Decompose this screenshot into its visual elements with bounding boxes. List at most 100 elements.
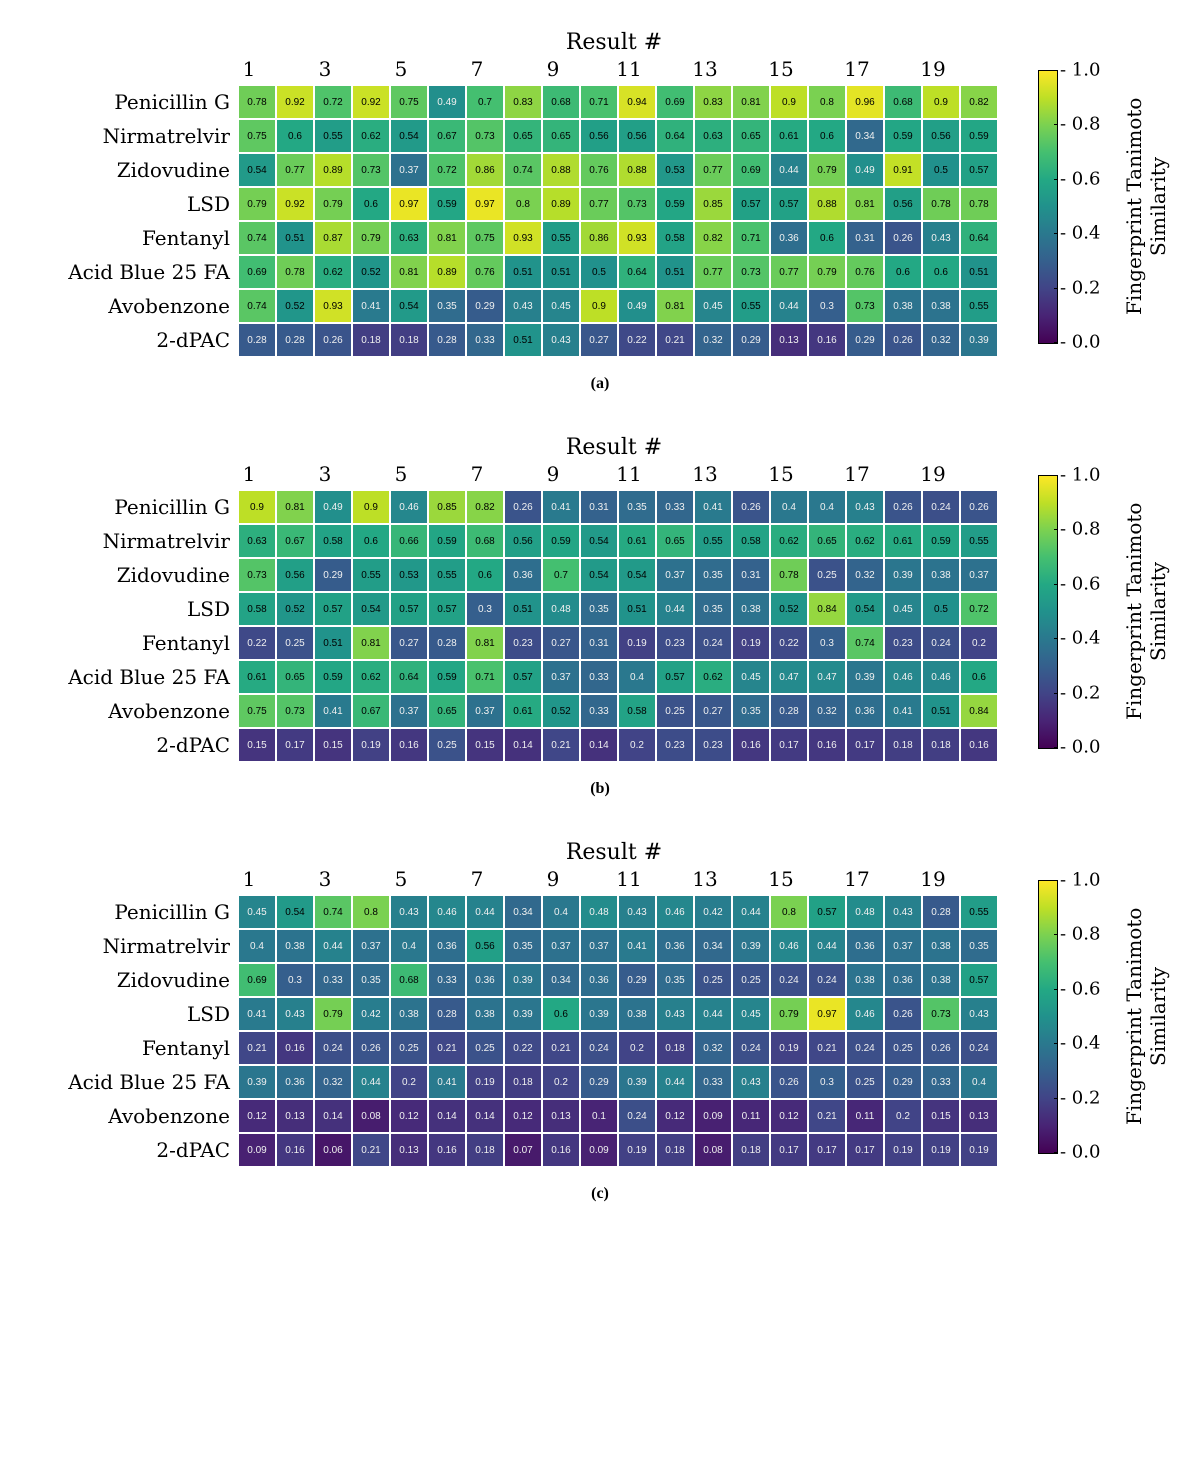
- heatmap-cell: 0.9: [239, 491, 275, 523]
- heatmap-cell: 0.55: [961, 525, 997, 557]
- heatmap-cell: 0.9: [581, 290, 617, 322]
- heatmap-cell: 0.67: [277, 525, 313, 557]
- heatmap-cell: 0.44: [695, 998, 731, 1030]
- x-tick: [344, 462, 382, 486]
- heatmap-cell: 0.25: [391, 1032, 427, 1064]
- heatmap-cell: 0.4: [619, 661, 655, 693]
- heatmap-cell: 0.18: [733, 1134, 769, 1166]
- heatmap-cell: 0.49: [619, 290, 655, 322]
- heatmap-cell: 0.73: [923, 998, 959, 1030]
- colorbar-tick-label: - 0.4: [1060, 223, 1100, 244]
- heatmap-cell: 0.73: [239, 559, 275, 591]
- x-tick: [800, 867, 838, 891]
- x-tick: [268, 462, 306, 486]
- colorbar: - 0.0- 0.2- 0.4- 0.6- 0.8- 1.0Fingerprin…: [1038, 880, 1170, 1152]
- heatmap-cell: 0.33: [581, 661, 617, 693]
- heatmap-cell: 0.43: [543, 324, 579, 356]
- heatmap-cell: 0.38: [923, 964, 959, 996]
- heatmap-cell: 0.13: [961, 1100, 997, 1132]
- heatmap-cell: 0.51: [923, 695, 959, 727]
- heatmap-cell: 0.55: [961, 896, 997, 928]
- x-tick: 5: [382, 867, 420, 891]
- heatmap-cell: 0.52: [771, 593, 807, 625]
- heatmap-cell: 0.89: [315, 154, 351, 186]
- y-tick-label: Acid Blue 25 FA: [50, 665, 238, 689]
- colorbar-tick-label: - 1.0: [1060, 870, 1100, 891]
- heatmap-cell: 0.6: [353, 188, 389, 220]
- heatmap-cell: 0.57: [505, 661, 541, 693]
- heatmap-cell: 0.37: [467, 695, 503, 727]
- heatmap-cell: 0.43: [733, 1066, 769, 1098]
- heatmap-cell: 0.36: [885, 964, 921, 996]
- heatmap-cell: 0.24: [923, 627, 959, 659]
- heatmap-cell: 0.77: [581, 188, 617, 220]
- heatmap-cell: 0.65: [505, 120, 541, 152]
- heatmap-cell: 0.73: [619, 188, 655, 220]
- heatmap-cell: 0.39: [581, 998, 617, 1030]
- heatmap-cell: 0.74: [847, 627, 883, 659]
- y-tick-label: Nirmatrelvir: [50, 124, 238, 148]
- heatmap-cell: 0.93: [505, 222, 541, 254]
- heatmap-cell: 0.37: [961, 559, 997, 591]
- heatmap-cell: 0.09: [239, 1134, 275, 1166]
- heatmap-cell: 0.63: [695, 120, 731, 152]
- heatmap-cell: 0.43: [885, 896, 921, 928]
- heatmap-cell: 0.75: [391, 86, 427, 118]
- heatmap-cell: 0.26: [733, 491, 769, 523]
- heatmap-cell: 0.24: [315, 1032, 351, 1064]
- heatmap-cell: 0.6: [885, 256, 921, 288]
- heatmap-cell: 0.79: [809, 154, 845, 186]
- heatmap-cell: 0.61: [505, 695, 541, 727]
- heatmap-cell: 0.56: [619, 120, 655, 152]
- heatmap-row: Zidovudine0.540.770.890.730.370.720.860.…: [50, 153, 998, 187]
- heatmap-cell: 0.84: [961, 695, 997, 727]
- heatmap-cell: 0.4: [391, 930, 427, 962]
- heatmap-cell: 0.33: [429, 964, 465, 996]
- y-tick-label: Avobenzone: [50, 294, 238, 318]
- heatmap-cell: 0.47: [809, 661, 845, 693]
- heatmap-cell: 0.79: [315, 188, 351, 220]
- colorbar-label: Fingerprint Tanimoto Similarity: [1122, 475, 1170, 747]
- heatmap-cell: 0.76: [847, 256, 883, 288]
- heatmap-cell: 0.57: [657, 661, 693, 693]
- heatmap-cell: 0.35: [505, 930, 541, 962]
- heatmap-cell: 0.9: [923, 86, 959, 118]
- heatmap-row: Penicillin G0.450.540.740.80.430.460.440…: [50, 895, 998, 929]
- heatmap-cell: 0.2: [543, 1066, 579, 1098]
- heatmap-cell: 0.28: [277, 324, 313, 356]
- heatmap-cell: 0.19: [619, 627, 655, 659]
- heatmap-cell: 0.43: [923, 222, 959, 254]
- heatmap-cell: 0.14: [505, 729, 541, 761]
- x-tick: [268, 867, 306, 891]
- heatmap-cell: 0.37: [581, 930, 617, 962]
- heatmap-cell: 0.65: [809, 525, 845, 557]
- heatmap-cell: 0.59: [543, 525, 579, 557]
- heatmap-cell: 0.21: [809, 1100, 845, 1132]
- y-tick-label: Acid Blue 25 FA: [50, 1070, 238, 1094]
- heatmap-cell: 0.72: [315, 86, 351, 118]
- y-tick-label: Avobenzone: [50, 1104, 238, 1128]
- heatmap-cell: 0.11: [733, 1100, 769, 1132]
- heatmap-cell: 0.81: [847, 188, 883, 220]
- heatmap-cell: 0.18: [467, 1134, 503, 1166]
- heatmap-cell: 0.49: [429, 86, 465, 118]
- heatmap-cell: 0.56: [581, 120, 617, 152]
- heatmap-cell: 0.41: [885, 695, 921, 727]
- heatmap-row: Avobenzone0.740.520.930.410.540.350.290.…: [50, 289, 998, 323]
- colorbar-tick-label: - 0.0: [1060, 332, 1100, 353]
- heatmap-cell: 0.81: [391, 256, 427, 288]
- heatmap-cell: 0.13: [391, 1134, 427, 1166]
- heatmap-cell: 0.78: [277, 256, 313, 288]
- x-tick: 9: [534, 867, 572, 891]
- heatmap-cell: 0.18: [657, 1134, 693, 1166]
- heatmap-cell: 0.79: [353, 222, 389, 254]
- heatmap-cell: 0.51: [543, 256, 579, 288]
- x-tick: [420, 57, 458, 81]
- colorbar-tick-label: - 0.2: [1060, 1087, 1100, 1108]
- heatmap-cell: 0.75: [239, 120, 275, 152]
- y-tick-label: Zidovudine: [50, 563, 238, 587]
- heatmap-cell: 0.54: [391, 120, 427, 152]
- heatmap-cell: 0.66: [391, 525, 427, 557]
- heatmap-cell: 0.74: [315, 896, 351, 928]
- heatmap-cell: 0.28: [771, 695, 807, 727]
